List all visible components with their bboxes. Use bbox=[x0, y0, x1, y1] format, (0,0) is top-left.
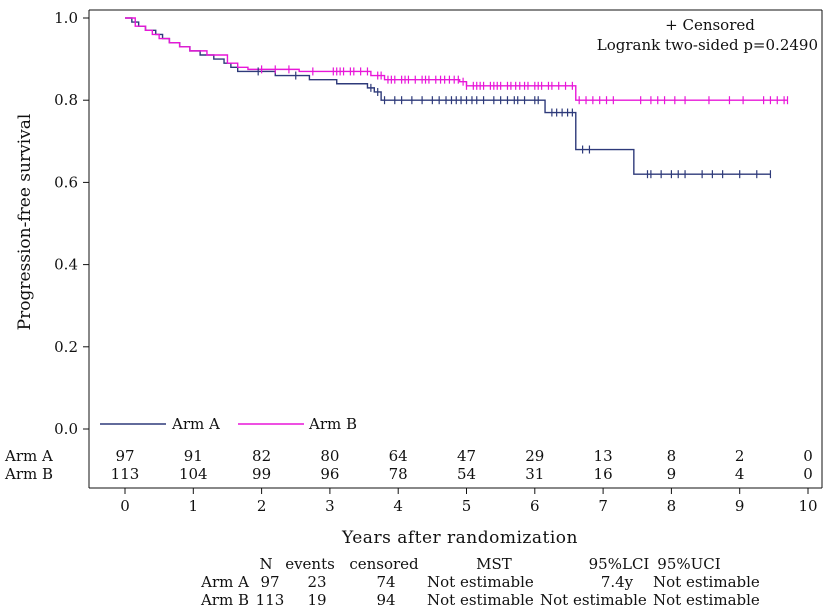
x-tick-label: 2 bbox=[257, 497, 267, 515]
stats-arm-a-lci: 7.4y bbox=[601, 573, 634, 591]
censored-annotation: + Censored bbox=[665, 16, 755, 34]
at-risk-value: 31 bbox=[525, 465, 544, 483]
stats-header-censored: censored bbox=[349, 555, 419, 573]
y-tick-label: 0.2 bbox=[54, 338, 78, 356]
x-tick-label: 6 bbox=[530, 497, 540, 515]
stats-header-events: events bbox=[285, 555, 335, 573]
y-tick-label: 0.4 bbox=[54, 256, 78, 274]
at-risk-value: 9 bbox=[667, 465, 677, 483]
stats-arm-b-events: 19 bbox=[307, 591, 326, 609]
y-tick-label: 0.0 bbox=[54, 420, 78, 438]
curve-arm-b bbox=[125, 17, 788, 101]
at-risk-value: 2 bbox=[735, 447, 745, 465]
stats-arm-b-n: 113 bbox=[256, 591, 285, 609]
x-tick-label: 0 bbox=[120, 497, 130, 515]
legend: Arm A Arm B bbox=[100, 415, 357, 433]
stats-arm-a-label: Arm A bbox=[200, 573, 249, 591]
at-risk-value: 104 bbox=[179, 465, 208, 483]
at-risk-value: 96 bbox=[320, 465, 339, 483]
logrank-annotation: Logrank two-sided p=0.2490 bbox=[597, 36, 818, 54]
at-risk-value: 91 bbox=[184, 447, 203, 465]
at-risk-value: 29 bbox=[525, 447, 544, 465]
at-risk-value: 47 bbox=[457, 447, 476, 465]
at-risk-value: 0 bbox=[803, 465, 813, 483]
stats-arm-b-label: Arm B bbox=[200, 591, 249, 609]
censor-marks bbox=[257, 65, 789, 179]
at-risk-value: 4 bbox=[735, 465, 745, 483]
at-risk-value: 13 bbox=[594, 447, 613, 465]
stats-arm-a-uci: Not estimable bbox=[653, 573, 760, 591]
y-axis-label: Progression-free survival bbox=[15, 114, 35, 331]
x-tick-label: 9 bbox=[735, 497, 745, 515]
survival-curves bbox=[125, 17, 788, 175]
at-risk-value: 54 bbox=[457, 465, 476, 483]
legend-label-arm-a: Arm A bbox=[171, 415, 220, 433]
stats-arm-b-lci: Not estimable bbox=[540, 591, 647, 609]
at-risk-value: 80 bbox=[320, 447, 339, 465]
y-tick-label: 0.6 bbox=[54, 173, 78, 191]
x-axis-label: Years after randomization bbox=[341, 528, 578, 548]
stats-arm-b-uci: Not estimable bbox=[653, 591, 760, 609]
stats-header-mst: MST bbox=[476, 555, 512, 573]
x-ticks: 0 1 2 3 4 5 6 7 8 9 10 bbox=[120, 488, 818, 515]
at-risk-value: 0 bbox=[803, 447, 813, 465]
at-risk-value: 97 bbox=[115, 447, 134, 465]
y-ticks: 0.0 0.2 0.4 0.6 0.8 1.0 bbox=[54, 9, 89, 438]
stats-header-n: N bbox=[259, 555, 272, 573]
x-tick-label: 5 bbox=[462, 497, 472, 515]
at-risk-value: 64 bbox=[389, 447, 408, 465]
stats-arm-a-mst: Not estimable bbox=[427, 573, 534, 591]
x-tick-label: 8 bbox=[667, 497, 677, 515]
at-risk-value: 99 bbox=[252, 465, 271, 483]
x-tick-label: 4 bbox=[393, 497, 403, 515]
at-risk-label-arm-b: Arm B bbox=[4, 465, 53, 483]
y-tick-label: 0.8 bbox=[54, 91, 78, 109]
x-tick-label: 3 bbox=[325, 497, 335, 515]
stats-table: N events censored MST 95%LCI 95%UCI Arm … bbox=[200, 555, 760, 609]
at-risk-value: 82 bbox=[252, 447, 271, 465]
y-tick-label: 1.0 bbox=[54, 9, 78, 27]
x-tick-label: 7 bbox=[598, 497, 608, 515]
at-risk-label-arm-a: Arm A bbox=[4, 447, 53, 465]
stats-arm-b-censored: 94 bbox=[376, 591, 395, 609]
x-tick-label: 1 bbox=[189, 497, 199, 515]
x-tick-label: 10 bbox=[798, 497, 817, 515]
at-risk-value: 78 bbox=[389, 465, 408, 483]
at-risk-value: 8 bbox=[667, 447, 677, 465]
stats-header-lci: 95%LCI bbox=[589, 555, 650, 573]
stats-arm-b-mst: Not estimable bbox=[427, 591, 534, 609]
legend-label-arm-b: Arm B bbox=[308, 415, 357, 433]
at-risk-value: 16 bbox=[594, 465, 613, 483]
stats-arm-a-n: 97 bbox=[260, 573, 279, 591]
stats-arm-a-censored: 74 bbox=[376, 573, 395, 591]
stats-arm-a-events: 23 bbox=[307, 573, 326, 591]
stats-header-uci: 95%UCI bbox=[657, 555, 720, 573]
at-risk-value: 113 bbox=[111, 465, 140, 483]
